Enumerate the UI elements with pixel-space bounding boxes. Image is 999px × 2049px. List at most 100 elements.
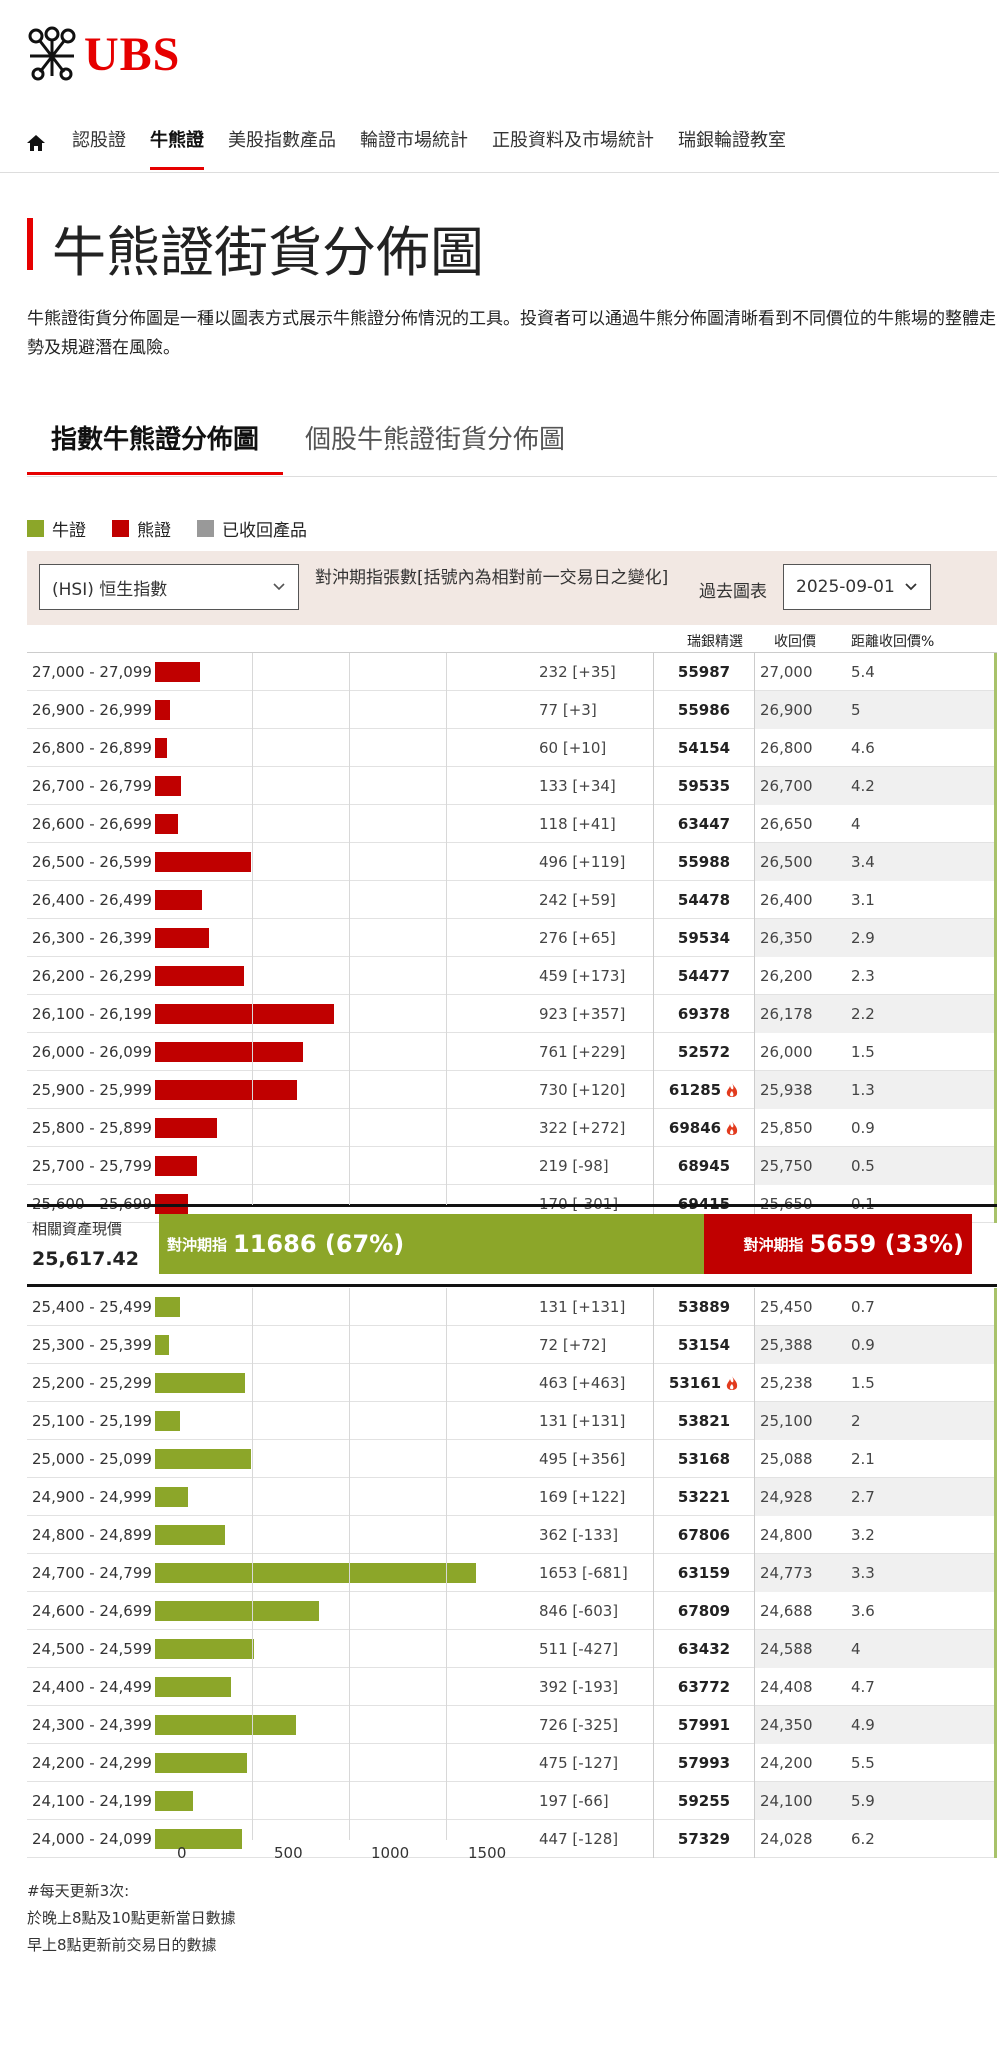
table-row[interactable]: 24,100 - 24,199 197 [-66] 59255 24,100 5.9 <box>27 1782 997 1820</box>
price-range: 26,600 - 26,699 <box>32 815 152 833</box>
table-row[interactable]: 25,100 - 25,199 131 [+131] 53821 25,100 2 <box>27 1402 997 1440</box>
product-code-text: 53154 <box>677 1336 731 1354</box>
tab-index-cbbc[interactable]: 指數牛熊證分佈圖 <box>27 415 283 475</box>
table-row[interactable]: 24,900 - 24,999 169 [+122] 53221 24,928 2.7 <box>27 1478 997 1516</box>
nav-item-us-index[interactable]: 美股指數產品 <box>228 130 336 151</box>
product-code[interactable]: 54478 <box>653 881 755 919</box>
nav-item-warrants[interactable]: 認股證 <box>72 130 126 151</box>
nav-item-education[interactable]: 瑞銀輪證教室 <box>678 130 786 151</box>
table-row[interactable]: 25,900 - 25,999 730 [+120] 61285 25,938 1.3 <box>27 1071 997 1109</box>
product-code[interactable]: 53154 <box>653 1326 755 1364</box>
table-row[interactable]: 24,800 - 24,899 362 [-133] 67806 24,800 3.2 <box>27 1516 997 1554</box>
product-code[interactable]: 68945 <box>653 1147 755 1185</box>
product-code[interactable]: 57993 <box>653 1744 755 1782</box>
table-row[interactable]: 26,600 - 26,699 118 [+41] 63447 26,650 4 <box>27 805 997 843</box>
product-code[interactable]: 54477 <box>653 957 755 995</box>
table-row[interactable]: 25,800 - 25,899 322 [+272] 69846 25,850 0.9 <box>27 1109 997 1147</box>
price-range: 24,400 - 24,499 <box>32 1678 152 1696</box>
table-row[interactable]: 25,300 - 25,399 72 [+72] 53154 25,388 0.9 <box>27 1326 997 1364</box>
table-row[interactable]: 26,100 - 26,199 923 [+357] 69378 26,178 2.2 <box>27 995 997 1033</box>
date-select-value: 2025-09-01 <box>796 577 895 597</box>
hedge-count: 447 [-128] <box>539 1830 619 1848</box>
table-row[interactable]: 25,400 - 25,499 131 [+131] 53889 25,450 0.7 <box>27 1288 997 1326</box>
ubs-logo[interactable]: UBS <box>26 26 180 82</box>
row-edge-marker <box>994 843 997 881</box>
price-range: 24,200 - 24,299 <box>32 1754 152 1772</box>
table-row[interactable]: 24,400 - 24,499 392 [-193] 63772 24,408 4.7 <box>27 1668 997 1706</box>
product-code[interactable]: 63432 <box>653 1630 755 1668</box>
bar-mark <box>155 852 251 872</box>
product-code[interactable]: 61285 <box>653 1071 755 1109</box>
table-row[interactable]: 26,900 - 26,999 77 [+3] 55986 26,900 5 <box>27 691 997 729</box>
product-code[interactable]: 55987 <box>653 653 755 691</box>
table-row[interactable]: 27,000 - 27,099 232 [+35] 55987 27,000 5.4 <box>27 653 997 691</box>
product-code[interactable]: 63447 <box>653 805 755 843</box>
table-row[interactable]: 26,000 - 26,099 761 [+229] 52572 26,000 1.5 <box>27 1033 997 1071</box>
tab-stock-cbbc[interactable]: 個股牛熊證街貨分佈圖 <box>305 425 566 455</box>
table-row[interactable]: 24,600 - 24,699 846 [-603] 67809 24,688 3.6 <box>27 1592 997 1630</box>
table-row[interactable]: 24,000 - 24,099 447 [-128] 57329 24,028 6.2 <box>27 1820 997 1858</box>
nav-item-market-stats[interactable]: 輪證市場統計 <box>360 130 468 151</box>
price-range: 25,400 - 25,499 <box>32 1298 152 1316</box>
product-code[interactable]: 59535 <box>653 767 755 805</box>
product-code[interactable]: 57991 <box>653 1706 755 1744</box>
product-code[interactable]: 53161 <box>653 1364 755 1402</box>
product-code[interactable]: 52572 <box>653 1033 755 1071</box>
product-code[interactable]: 57329 <box>653 1820 755 1858</box>
date-select[interactable]: 2025-09-01 <box>783 564 931 610</box>
product-code-text: 57991 <box>677 1716 731 1734</box>
product-code-text: 53889 <box>677 1298 731 1316</box>
product-code[interactable]: 53889 <box>653 1288 755 1326</box>
table-row[interactable]: 24,200 - 24,299 475 [-127] 57993 24,200 5.5 <box>27 1744 997 1782</box>
product-code[interactable]: 67806 <box>653 1516 755 1554</box>
product-code[interactable]: 54154 <box>653 729 755 767</box>
price-range: 24,100 - 24,199 <box>32 1792 152 1810</box>
call-price: 26,000 <box>760 1043 813 1061</box>
product-code[interactable]: 69846 <box>653 1109 755 1147</box>
table-row[interactable]: 25,700 - 25,799 219 [-98] 68945 25,750 0.5 <box>27 1147 997 1185</box>
gridline <box>349 1288 350 1840</box>
table-row[interactable]: 24,700 - 24,799 1653 [-681] 63159 24,773 3.3 <box>27 1554 997 1592</box>
product-code[interactable]: 53221 <box>653 1478 755 1516</box>
nav-item-underlying-data[interactable]: 正股資料及市場統計 <box>492 130 654 151</box>
table-row[interactable]: 26,200 - 26,299 459 [+173] 54477 26,200 2.3 <box>27 957 997 995</box>
product-code[interactable]: 63159 <box>653 1554 755 1592</box>
product-code-text: 61285 <box>668 1081 722 1099</box>
table-row[interactable]: 26,700 - 26,799 133 [+34] 59535 26,700 4.2 <box>27 767 997 805</box>
product-code[interactable]: 69378 <box>653 995 755 1033</box>
bar-mark <box>155 1080 297 1100</box>
product-code[interactable]: 63772 <box>653 1668 755 1706</box>
hedge-count: 60 [+10] <box>539 739 607 757</box>
table-row[interactable]: 24,300 - 24,399 726 [-325] 57991 24,350 4.9 <box>27 1706 997 1744</box>
legend-label-called: 已收回產品 <box>222 521 307 541</box>
distance-pct: 5 <box>841 691 997 729</box>
table-row[interactable]: 26,300 - 26,399 276 [+65] 59534 26,350 2.9 <box>27 919 997 957</box>
product-code[interactable]: 53168 <box>653 1440 755 1478</box>
table-row[interactable]: 25,000 - 25,099 495 [+356] 53168 25,088 2.1 <box>27 1440 997 1478</box>
bar-mark <box>155 662 200 682</box>
product-code[interactable]: 59534 <box>653 919 755 957</box>
table-row[interactable]: 26,800 - 26,899 60 [+10] 54154 26,800 4.6 <box>27 729 997 767</box>
table-row[interactable]: 24,500 - 24,599 511 [-427] 63432 24,588 4 <box>27 1630 997 1668</box>
index-select[interactable]: (HSI) 恒生指數 <box>39 564 299 610</box>
product-code[interactable]: 55986 <box>653 691 755 729</box>
nav-item-cbbc[interactable]: 牛熊證 <box>150 126 204 170</box>
table-row[interactable]: 26,400 - 26,499 242 [+59] 54478 26,400 3.1 <box>27 881 997 919</box>
price-range: 27,000 - 27,099 <box>32 663 152 681</box>
chevron-down-icon <box>905 583 917 591</box>
product-code[interactable]: 53821 <box>653 1402 755 1440</box>
bar-mark <box>155 1487 188 1507</box>
x-tick-label: 500 <box>274 1844 303 1862</box>
table-row[interactable]: 26,500 - 26,599 496 [+119] 55988 26,500 3.4 <box>27 843 997 881</box>
home-icon[interactable] <box>26 133 46 153</box>
row-edge-marker <box>994 1478 997 1516</box>
bar-mark <box>155 1563 476 1583</box>
table-row[interactable]: 25,200 - 25,299 463 [+463] 53161 25,238 1.5 <box>27 1364 997 1402</box>
bar-mark <box>155 966 244 986</box>
hedge-count: 761 [+229] <box>539 1043 626 1061</box>
hedge-count: 1653 [-681] <box>539 1564 628 1582</box>
product-code[interactable]: 67809 <box>653 1592 755 1630</box>
product-code[interactable]: 59255 <box>653 1782 755 1820</box>
distance-pct: 5.5 <box>851 1754 875 1772</box>
product-code[interactable]: 55988 <box>653 843 755 881</box>
